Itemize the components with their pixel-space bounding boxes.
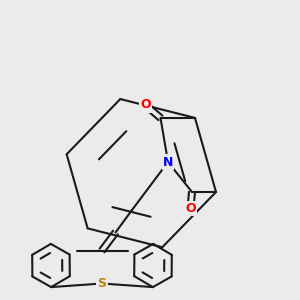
Text: O: O [140, 98, 151, 112]
Text: O: O [185, 202, 196, 215]
Text: N: N [163, 155, 173, 169]
Text: S: S [98, 277, 106, 290]
